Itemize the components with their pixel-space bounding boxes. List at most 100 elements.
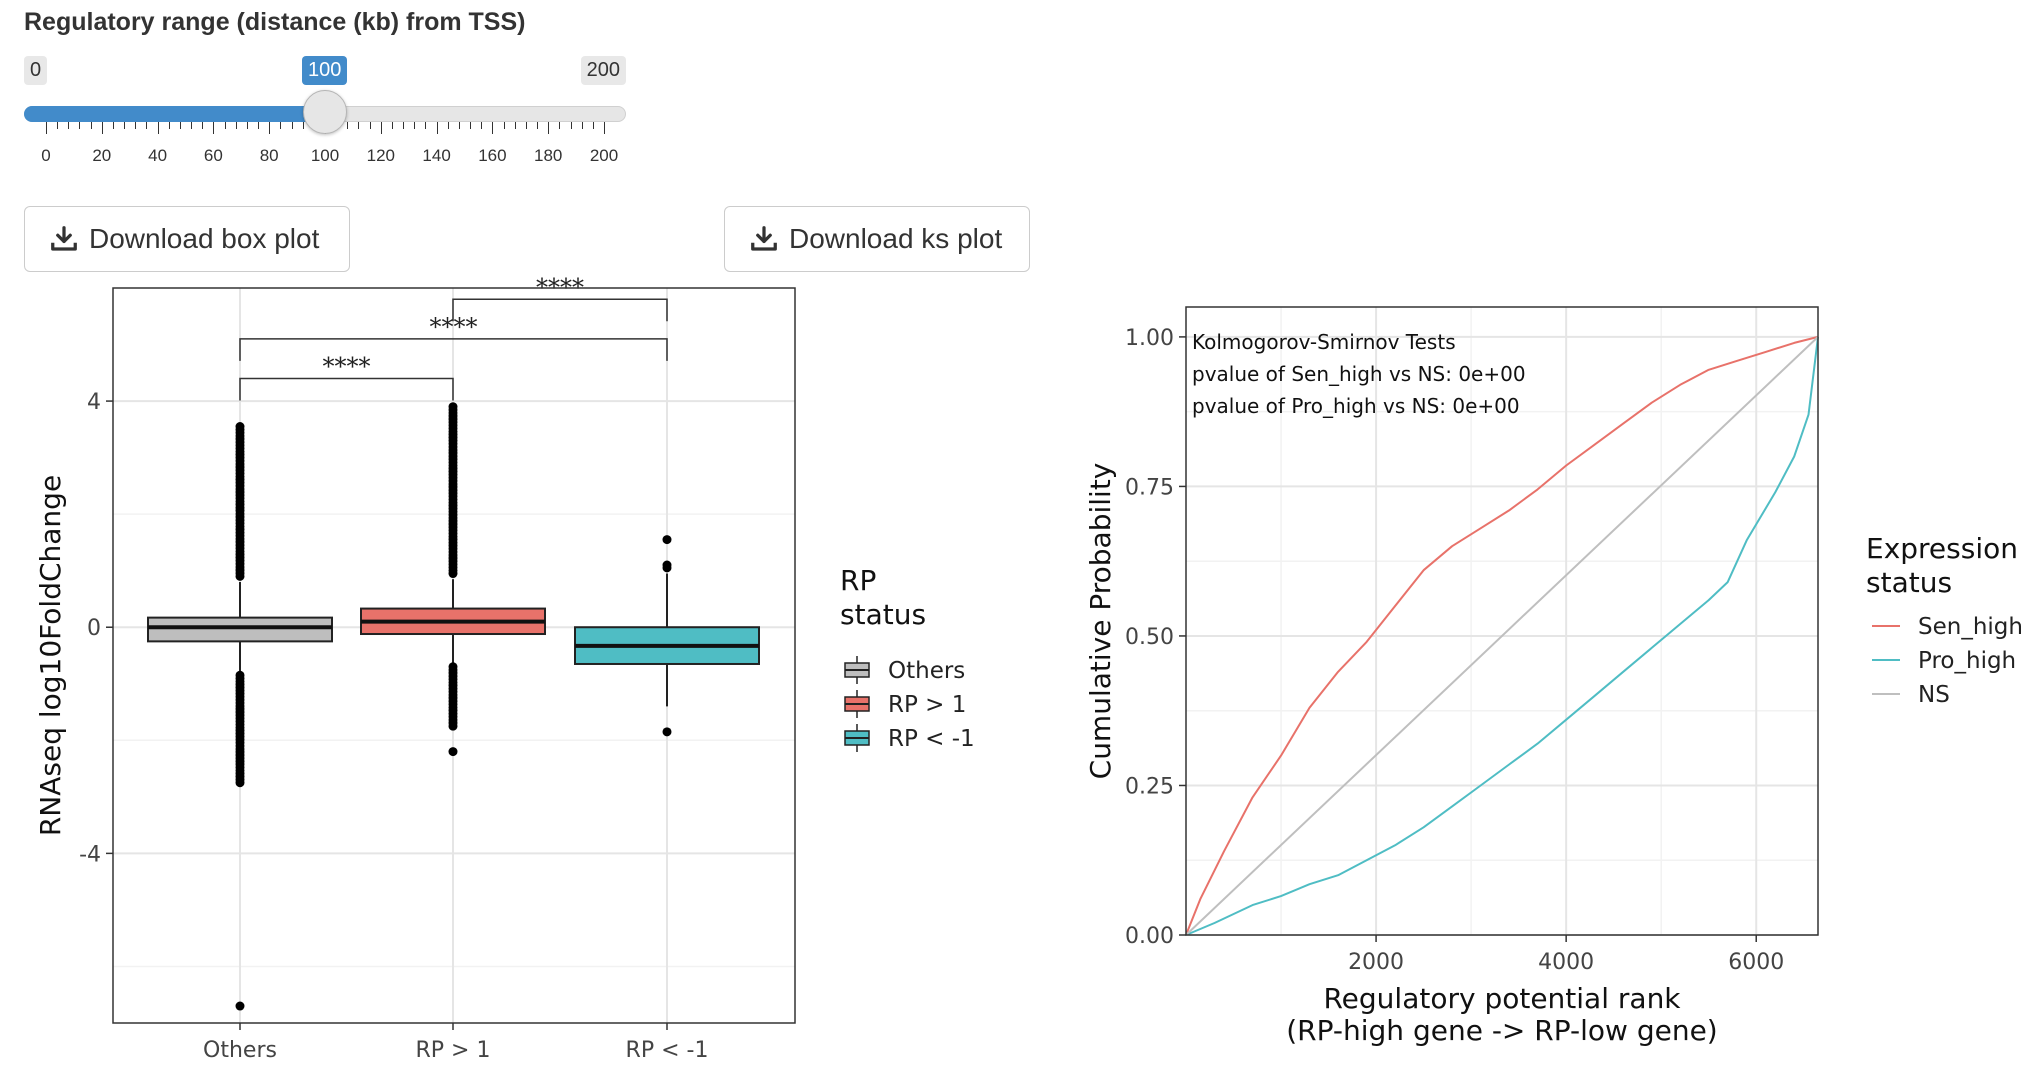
box-plot-y-tick-label: 0 [87,616,101,641]
box-outlier-point [448,747,458,757]
ks-plot-border [1185,306,1819,936]
ks-legend-title: Expression [1866,532,2018,565]
slider-minor-tick [68,122,70,129]
slider-tick-label: 140 [422,146,451,165]
slider-minor-tick [592,122,594,129]
download-icon [51,226,77,251]
ks-legend-title: status [1866,566,1952,599]
ks-series-line-NS [1185,336,1819,936]
box-plot-x-tick-label: RP > 1 [416,1038,491,1063]
slider-major-tick [380,122,382,134]
ks-y-tick-label: 0.50 [1125,625,1174,650]
slider-tick-label: 120 [366,146,395,165]
slider-minor-tick [168,122,170,129]
slider-label: Regulatory range (distance (kb) from TSS… [24,8,526,36]
significance-bracket: **** [239,313,668,361]
slider-minor-tick [79,122,81,129]
slider-tick-label: 60 [203,146,223,165]
slider-tick-label: 0 [41,146,51,165]
slider-minor-tick [481,122,483,129]
slider-tick-label: 80 [259,146,279,165]
slider-minor-tick [581,122,583,129]
slider-tick-label: 160 [478,146,507,165]
slider-minor-tick [280,122,282,129]
box-plot-legend-item: RP < -1 [844,724,975,752]
slider-major-tick [436,122,438,134]
slider-minor-tick [224,122,226,129]
box-plot-legend-item: Others [844,656,965,684]
box-plot-legend-title: RP [840,564,876,597]
ks-x-tick-label: 4000 [1538,950,1594,975]
box-plot-legend-item: RP > 1 [844,690,966,718]
ks-x-tick-label: 6000 [1728,950,1784,975]
ks-annotation-line: Kolmogorov-Smirnov Tests [1192,330,1456,354]
slider-minor-tick [202,122,204,129]
slider-minor-tick [470,122,472,129]
ks-legend-label: Sen_high [1918,614,2023,640]
ks-legend-item: Sen_high [1872,614,2023,640]
slider-tick-label: 20 [92,146,112,165]
slider-minor-tick [369,122,371,129]
box-outlier-point [448,402,458,412]
download-ks-plot-button[interactable]: Download ks plot [724,206,1030,272]
box-plot-y-axis-label: RNAseq log10FoldChange [34,475,67,836]
significance-bracket-line [239,338,668,361]
slider-minor-tick [112,122,114,129]
slider-minor-tick [514,122,516,129]
slider-minor-tick [235,122,237,129]
slider-minor-tick [291,122,293,129]
slider-major-tick [46,122,47,134]
regulatory-range-slider[interactable]: 0 100 200 0 20 40 60 80 100 120 140 160 180 200 [24,50,626,170]
ks-x-axis-label: Regulatory potential rank [1323,982,1681,1015]
ks-y-tick-label: 0.25 [1125,774,1174,799]
slider-tick-label: 180 [534,146,563,165]
slider-handle[interactable] [303,90,347,134]
box-plot-x-tick-label: Others [203,1038,277,1063]
box-plot-legend-label: Others [888,658,965,684]
significance-bracket-line [239,377,454,401]
slider-major-tick [157,122,159,134]
download-icon [751,226,777,251]
slider-minor-tick [391,122,393,129]
slider-minor-tick [537,122,539,129]
box-outlier-point [235,1001,245,1011]
ks-legend-item: NS [1872,682,1950,708]
slider-minor-tick [503,122,505,129]
box-plot-border [112,287,796,1024]
slider-major-tick [604,122,605,134]
box-outlier-point [662,560,672,570]
slider-minor-tick [403,122,405,129]
box-plot-y-tick-label: -4 [79,842,101,867]
ks-y-tick-label: 0.75 [1125,475,1174,500]
slider-major-tick [101,122,103,134]
ks-x-axis-label: (RP-high gene -> RP-low gene) [1286,1014,1717,1047]
slider-value-bubble: 100 [302,56,348,85]
ks-legend-item: Pro_high [1872,648,2016,674]
slider-minor-tick [570,122,572,129]
slider-tick-label: 100 [310,146,340,165]
slider-minor-tick [135,122,137,129]
slider-tick-label: 40 [148,146,168,165]
slider-minor-tick [458,122,460,129]
box-plot-y-tick-label: 4 [87,390,101,415]
box-0 [147,616,333,643]
download-ks-plot-label: Download ks plot [789,223,1003,254]
box-plot-x-tick-label: RP < -1 [626,1038,709,1063]
ks-y-axis-label: Cumulative Probability [1084,463,1117,780]
box-outlier-point [235,670,245,680]
slider-major-tick [269,122,271,134]
slider-minor-tick [90,122,92,129]
significance-label: **** [323,352,371,380]
download-box-plot-label: Download box plot [89,223,320,254]
ks-annotation-line: pvalue of Pro_high vs NS: 0e+00 [1192,394,1520,418]
slider-minor-tick [447,122,449,129]
slider-tick-label: 200 [589,146,619,165]
download-box-plot-button[interactable]: Download box plot [24,206,350,272]
ks-y-tick-label: 1.00 [1125,326,1174,351]
ks-plot-panel [1186,307,1818,935]
box-outlier-point [235,422,245,432]
ks-legend-label: Pro_high [1918,648,2016,674]
